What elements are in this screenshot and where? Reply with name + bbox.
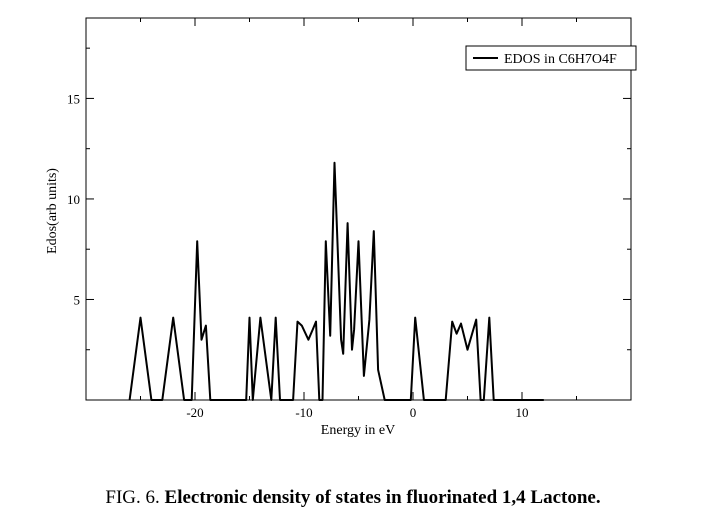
y-tick-label: 10 bbox=[67, 192, 80, 207]
y-axis-label: Edos(arb units) bbox=[45, 168, 60, 254]
x-tick-label: -20 bbox=[186, 405, 203, 420]
x-tick-label: 0 bbox=[410, 405, 417, 420]
axis-tick-labels: -20 -10 0 10 5 10 15 bbox=[67, 91, 529, 420]
caption-title: Electronic density of states in fluorina… bbox=[164, 487, 601, 508]
legend-label: EDOS in C6H7O4F bbox=[504, 52, 617, 67]
axis-ticks bbox=[86, 18, 631, 400]
caption-prefix: FIG. 6. bbox=[105, 487, 160, 508]
plot-frame bbox=[85, 17, 632, 401]
x-axis-label: Energy in eV bbox=[321, 423, 395, 438]
x-tick-label: 10 bbox=[516, 405, 529, 420]
y-tick-label: 15 bbox=[67, 91, 80, 106]
x-tick-label: -10 bbox=[295, 405, 312, 420]
figure-caption: FIG. 6. Electronic density of states in … bbox=[0, 487, 706, 509]
edos-chart: -20 -10 0 10 5 10 15 Energy in eV Edos(arb uni… bbox=[45, 17, 637, 438]
legend: EDOS in C6H7O4F bbox=[465, 45, 637, 71]
y-tick-label: 5 bbox=[74, 292, 81, 307]
edos-series-line bbox=[128, 161, 544, 401]
